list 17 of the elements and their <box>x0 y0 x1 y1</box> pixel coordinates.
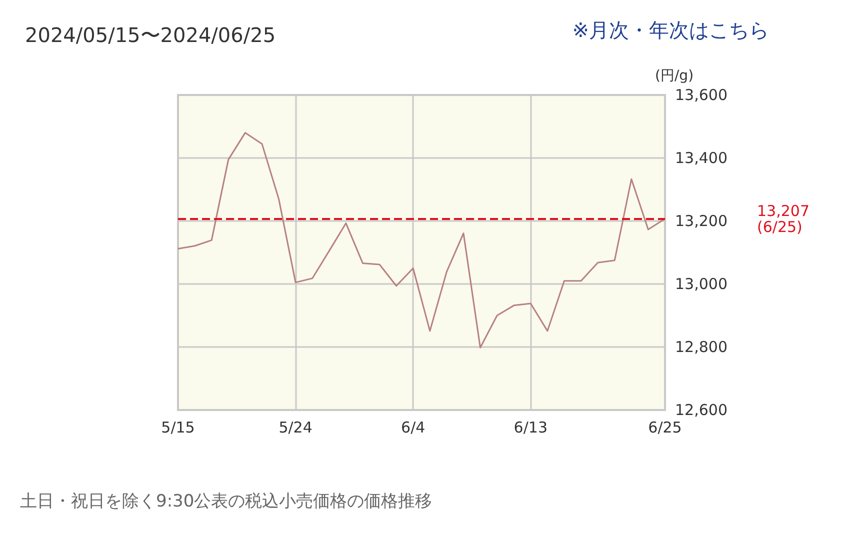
x-tick-label: 6/13 <box>514 418 548 436</box>
line-series <box>177 132 666 348</box>
chart-title: 2024/05/15〜2024/06/25 <box>25 23 276 47</box>
y-tick-label: 13,000 <box>675 275 728 293</box>
y-tick-label: 12,600 <box>675 401 728 419</box>
ref-line-label: 13,207 (6/25) <box>757 202 810 236</box>
text: 土日・祝日を除く9:30公表の税込小売価格の価格推移 <box>20 492 432 512</box>
y-tick-label: 13,600 <box>675 86 728 104</box>
y-axis-title: (円/g) <box>655 68 694 84</box>
y-tick-label: 12,800 <box>675 338 728 356</box>
x-tick-label: 6/4 <box>401 418 426 436</box>
text: ※月次・年次はこちら <box>572 18 770 42</box>
y-tick-label: 13,400 <box>675 149 728 167</box>
x-tick-label: 5/15 <box>161 418 195 436</box>
y-tick-label: 13,200 <box>675 212 728 230</box>
x-tick-label: 5/24 <box>278 418 312 436</box>
x-tick-label: 6/25 <box>648 418 682 436</box>
